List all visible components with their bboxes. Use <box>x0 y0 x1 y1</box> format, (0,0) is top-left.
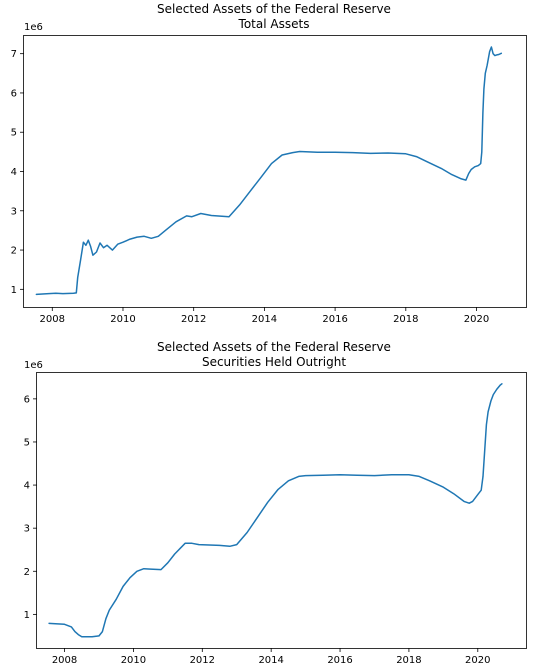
axes-frame <box>23 35 527 308</box>
y-tick-label: 5 <box>24 437 30 448</box>
axes-frame <box>36 372 527 649</box>
y-ticks: 1 2 3 4 5 6 7 <box>11 49 24 296</box>
x-tick-label: 2014 <box>252 314 277 325</box>
x-tick-label: 2018 <box>393 314 418 325</box>
x-ticks: 2008 2010 2012 2014 2016 2018 2020 <box>52 648 491 666</box>
x-tick-label: 2008 <box>52 655 77 666</box>
y-tick-label: 4 <box>11 167 17 178</box>
x-ticks: 2008 2010 2012 2014 2016 2018 2020 <box>40 307 489 325</box>
x-tick-label: 2020 <box>465 655 490 666</box>
x-tick-label: 2018 <box>396 655 421 666</box>
x-tick-label: 2008 <box>40 314 65 325</box>
x-tick-label: 2012 <box>190 655 215 666</box>
y-offset-label: 1e6 <box>24 360 43 371</box>
y-tick-label: 7 <box>11 49 17 60</box>
y-tick-label: 2 <box>11 246 17 257</box>
y-ticks: 1 2 3 4 5 6 <box>24 394 37 621</box>
subplot-securities-held-outright: Selected Assets of the Federal Reserve S… <box>24 340 527 666</box>
subplot-total-assets: Selected Assets of the Federal Reserve T… <box>11 2 527 325</box>
chart-subtitle: Total Assets <box>238 17 310 31</box>
x-tick-label: 2016 <box>327 655 352 666</box>
y-tick-label: 1 <box>24 610 30 621</box>
x-tick-label: 2014 <box>258 655 283 666</box>
chart-title: Selected Assets of the Federal Reserve <box>157 340 391 354</box>
y-tick-label: 4 <box>24 481 30 492</box>
y-tick-label: 2 <box>24 567 30 578</box>
y-offset-label: 1e6 <box>24 22 43 33</box>
chart-title: Selected Assets of the Federal Reserve <box>157 2 391 16</box>
y-tick-label: 5 <box>11 128 17 139</box>
y-tick-label: 3 <box>11 206 17 217</box>
x-tick-label: 2010 <box>110 314 135 325</box>
y-tick-label: 6 <box>11 88 17 99</box>
y-tick-label: 1 <box>11 285 17 296</box>
y-tick-label: 3 <box>24 524 30 535</box>
x-tick-label: 2012 <box>181 314 206 325</box>
total-assets-line <box>35 46 503 296</box>
chart-subtitle: Securities Held Outright <box>202 355 346 369</box>
x-tick-label: 2016 <box>322 314 347 325</box>
x-tick-label: 2010 <box>121 655 146 666</box>
y-tick-label: 6 <box>24 394 30 405</box>
securities-held-outright-line <box>48 383 503 638</box>
x-tick-label: 2020 <box>464 314 489 325</box>
